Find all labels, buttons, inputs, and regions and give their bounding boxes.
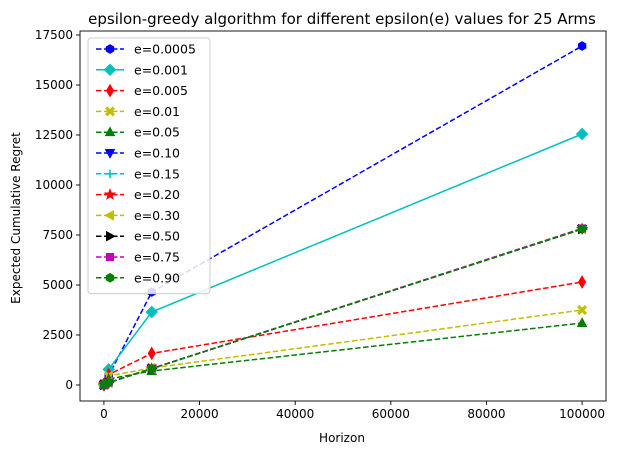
y-tick-label: 15000 [35,78,73,92]
legend-entry: e=0.05 [96,125,180,140]
legend-marker [106,230,116,242]
data-point [577,224,587,234]
legend-entry: e=0.90 [96,270,180,285]
y-tick-label: 10000 [35,178,73,192]
legend-entry: e=0.001 [96,62,188,77]
legend-label: e=0.30 [134,208,180,223]
legend-entry: e=0.75 [96,250,180,265]
x-tick-label: 0 [100,407,108,421]
legend: e=0.0005 e=0.001 e=0.005 e=0.01 e=0.05 e=0.10… [87,37,211,295]
legend-entry: e=0.20 [96,187,180,202]
plot-frame [79,30,607,402]
series-e=0.01 [98,305,588,390]
legend-marker [104,126,116,137]
legend-label: e=0.75 [134,250,180,265]
y-tick-label: 17500 [35,28,73,42]
legend-marker [105,44,115,54]
legend-box [87,37,211,295]
chart-title: epsilon-greedy algorithm for different e… [88,10,596,28]
legend-marker [105,169,115,178]
y-tick-label: 2500 [42,328,73,342]
data-point [576,317,588,327]
series-e=0.90 [99,224,587,390]
legend-marker [103,63,117,77]
data-point [104,377,113,388]
legend-label: e=0.50 [134,229,180,244]
y-tick-label: 12500 [35,128,73,142]
series-line [103,322,583,386]
x-axis-label: Horizon [319,431,365,445]
plot-area: 0 20000 40000 60000 80000 100000 0 2500 5000 7500… [35,28,607,421]
data-point [147,346,156,361]
legend-label: e=0.90 [134,270,180,285]
y-tick-label: 7500 [42,228,73,242]
x-tick-label: 60000 [372,407,410,421]
x-tick-label: 80000 [467,407,505,421]
legend-entry: e=0.15 [96,166,180,181]
legend-label: e=0.0005 [134,42,196,57]
y-tick-label: 0 [65,378,73,392]
data-point [577,41,587,51]
data-point [145,305,158,319]
legend-label: e=0.01 [134,104,180,119]
legend-marker [104,149,116,159]
legend-marker [105,272,115,283]
legend-marker [104,210,114,221]
x-tick-label: 40000 [276,407,314,421]
legend-marker [106,253,114,261]
data-point [147,363,156,374]
legend-label: e=0.10 [134,146,180,161]
series-line [103,281,583,386]
legend-label: e=0.05 [134,125,180,140]
x-tick-label: 100000 [559,407,605,421]
legend-marker [105,83,115,98]
y-tick-label: 5000 [42,278,73,292]
legend-entry: e=0.0005 [96,42,196,57]
legend-label: e=0.15 [134,166,180,181]
legend-marker [105,106,115,117]
legend-marker [103,188,117,200]
y-axis-label: Expected Cumulative Regret [9,132,23,304]
data-point [577,305,588,315]
legend-entry: e=0.50 [96,229,180,244]
data-point [575,127,589,141]
series-e=0.05 [98,317,588,389]
legend-label: e=0.001 [134,62,188,77]
legend-label: e=0.005 [134,83,188,98]
legend-entry: e=0.01 [96,104,180,119]
x-tick-label: 20000 [180,407,218,421]
legend-entry: e=0.10 [96,146,180,161]
legend-entry: e=0.005 [96,83,188,98]
legend-label: e=0.20 [134,187,180,202]
legend-entry: e=0.30 [96,208,180,223]
data-point [578,275,587,289]
